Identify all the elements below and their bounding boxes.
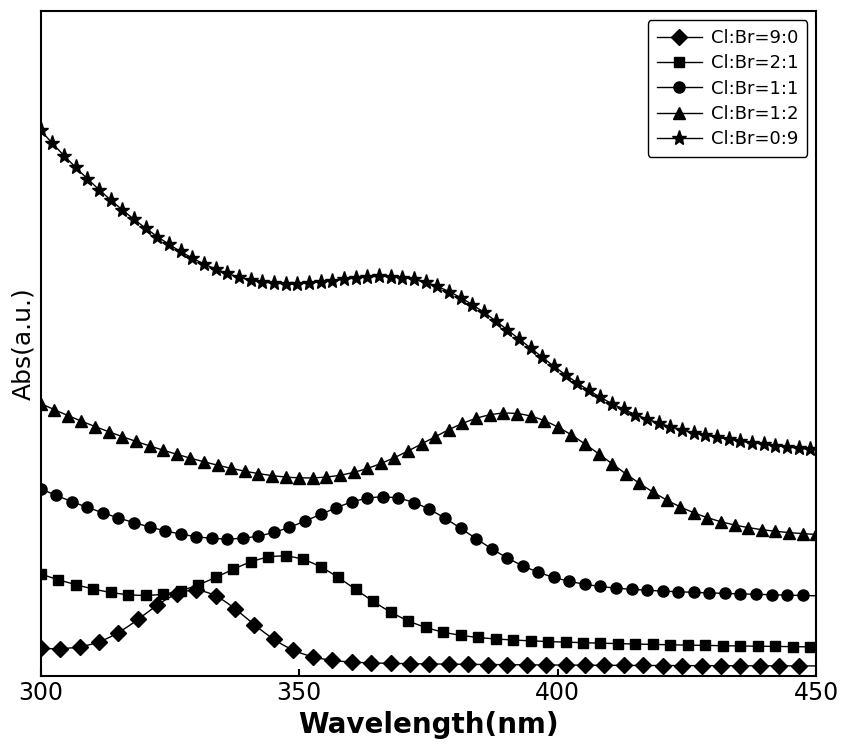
Cl:Br=2:1 [36, 569, 46, 578]
Line: Cl:Br=1:1: Cl:Br=1:1 [35, 483, 822, 602]
Legend: Cl:Br=9:0, Cl:Br=2:1, Cl:Br=1:1, Cl:Br=1:2, Cl:Br=0:9: Cl:Br=9:0, Cl:Br=2:1, Cl:Br=1:1, Cl:Br=1… [648, 20, 808, 157]
Cl:Br=9:0 [525, 660, 536, 669]
Cl:Br=1:1 [599, 583, 609, 592]
Cl:Br=1:1 [524, 564, 534, 573]
Cl:Br=1:1 [288, 521, 298, 530]
Cl:Br=1:2 [129, 436, 139, 445]
Cl:Br=9:0 [811, 662, 821, 670]
X-axis label: Wavelength(nm): Wavelength(nm) [298, 711, 558, 739]
Cl:Br=0:9 [599, 395, 609, 404]
Cl:Br=9:0 [601, 661, 611, 670]
Cl:Br=1:1 [811, 591, 821, 600]
Cl:Br=2:1 [598, 639, 608, 648]
Cl:Br=1:2 [343, 470, 353, 478]
Cl:Br=1:1 [129, 518, 139, 527]
Cl:Br=2:1 [276, 551, 286, 560]
Line: Cl:Br=0:9: Cl:Br=0:9 [33, 123, 824, 457]
Cl:Br=2:1 [290, 553, 300, 562]
Y-axis label: Abs(a.u.): Abs(a.u.) [11, 287, 35, 400]
Cl:Br=0:9 [36, 126, 46, 135]
Cl:Br=9:0 [190, 586, 200, 595]
Cl:Br=1:2 [811, 530, 821, 539]
Cl:Br=1:2 [524, 411, 534, 420]
Cl:Br=0:9 [129, 214, 139, 223]
Cl:Br=9:0 [129, 618, 139, 627]
Cl:Br=0:9 [343, 274, 353, 284]
Cl:Br=2:1 [525, 636, 536, 645]
Cl:Br=1:1 [343, 499, 353, 508]
Cl:Br=9:0 [344, 658, 354, 667]
Line: Cl:Br=1:2: Cl:Br=1:2 [35, 398, 822, 540]
Cl:Br=2:1 [811, 643, 821, 652]
Line: Cl:Br=2:1: Cl:Br=2:1 [36, 551, 821, 652]
Cl:Br=0:9 [595, 393, 605, 402]
Cl:Br=1:1 [36, 484, 46, 494]
Cl:Br=2:1 [601, 639, 611, 648]
Cl:Br=1:2 [36, 399, 46, 408]
Cl:Br=2:1 [129, 590, 139, 599]
Cl:Br=1:2 [599, 454, 609, 463]
Cl:Br=9:0 [290, 646, 300, 656]
Cl:Br=0:9 [524, 342, 534, 351]
Cl:Br=2:1 [344, 580, 354, 590]
Cl:Br=0:9 [811, 446, 821, 454]
Cl:Br=1:2 [288, 473, 298, 482]
Line: Cl:Br=9:0: Cl:Br=9:0 [35, 585, 822, 671]
Cl:Br=9:0 [36, 644, 46, 653]
Cl:Br=1:1 [595, 582, 605, 591]
Cl:Br=1:2 [595, 451, 605, 460]
Cl:Br=9:0 [598, 661, 608, 670]
Cl:Br=0:9 [288, 279, 298, 288]
